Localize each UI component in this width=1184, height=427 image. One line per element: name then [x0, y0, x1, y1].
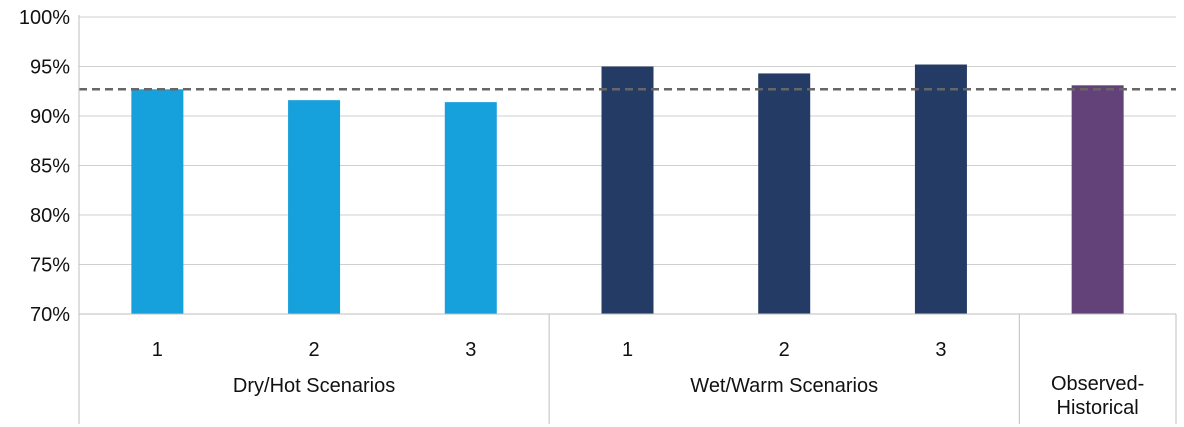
y-tick-label: 100%	[19, 7, 70, 29]
y-tick-label: 75%	[30, 255, 70, 277]
y-tick-label: 70%	[30, 304, 70, 326]
x-tick-label: 1	[622, 339, 633, 361]
x-tick-label: 2	[779, 339, 790, 361]
bar	[131, 89, 184, 315]
x-tick-label: 2	[309, 339, 320, 361]
bar	[444, 102, 497, 314]
y-tick-label: 85%	[30, 156, 70, 178]
x-tick-label: 1	[152, 339, 163, 361]
bar	[601, 66, 654, 314]
bar	[1071, 85, 1124, 314]
x-axis-category-table: 1 2 3 Dry/Hot Scenarios 1 2 3 Wet/Warm Scenario…	[78, 15, 1177, 424]
bar	[914, 64, 967, 315]
group-label: Observed-Historical	[1051, 373, 1144, 419]
bars	[131, 64, 1124, 315]
bar	[758, 73, 811, 315]
x-tick-label: 3	[465, 339, 476, 361]
bar	[288, 100, 341, 314]
y-axis-tick-labels: 70% 75% 80% 85% 90% 95% 100%	[19, 7, 70, 326]
y-tick-label: 80%	[30, 205, 70, 227]
x-tick-label: 3	[935, 339, 946, 361]
y-tick-label: 95%	[30, 57, 70, 79]
group-label: Dry/Hot Scenarios	[233, 375, 395, 397]
group-label: Wet/Warm Scenarios	[690, 375, 878, 397]
y-tick-label: 90%	[30, 106, 70, 128]
